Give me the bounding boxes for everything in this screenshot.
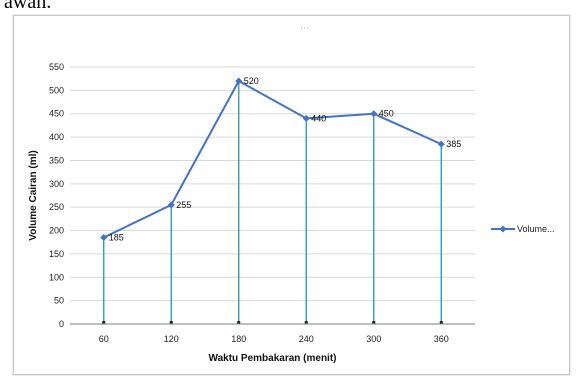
y-tick-label-550: 550 [49,62,64,72]
y-tick-label-300: 300 [49,179,64,189]
y-tick-label-200: 200 [49,226,64,236]
y-tick-label-50: 50 [54,296,64,306]
y-tick-label-0: 0 [59,319,64,329]
grid-lines [70,66,475,302]
data-point-360 [437,140,445,148]
legend-entry: Volume... [517,224,555,234]
data-labels: 185 255 520 440 450 385 [109,76,462,243]
x-axis-title: Waktu Pembakaran (menit) [209,353,337,364]
drop-foot-60 [102,321,106,324]
drop-foot-300 [372,321,376,324]
x-tick-label-240: 240 [299,334,314,344]
x-tick-label-360: 360 [434,334,449,344]
data-point-300 [370,110,378,118]
x-tick-label-120: 120 [164,334,179,344]
y-tick-label-250: 250 [49,202,64,212]
series-points [100,77,445,242]
top-text-fragment: awah. [4,0,52,13]
data-label-60: 185 [109,233,124,243]
y-tick-label-450: 450 [49,109,64,119]
data-point-240 [302,114,310,122]
series-line [103,79,442,239]
data-label-300: 450 [379,109,394,119]
y-tick-label-400: 400 [49,132,64,142]
y-tick-labels: 0 50 100 150 200 250 300 350 400 450 500 550 [49,62,64,329]
legend: Volume... [491,224,555,234]
data-point-60 [100,234,108,242]
chart-frame: ⋯ [13,15,570,375]
drop-lines [102,81,443,324]
data-label-180: 520 [244,76,259,86]
data-label-360: 385 [446,139,461,149]
x-tick-label-300: 300 [366,334,381,344]
drop-foot-180 [237,321,241,324]
data-point-120 [167,201,175,209]
data-label-120: 255 [176,200,191,210]
legend-marker-icon [499,225,507,233]
drop-foot-240 [304,321,308,324]
x-tick-labels: 60 120 180 240 300 360 [99,334,449,344]
data-label-240: 440 [311,113,326,123]
y-tick-label-350: 350 [49,155,64,165]
y-tick-label-150: 150 [49,249,64,259]
y-tick-label-100: 100 [49,272,64,282]
drop-foot-120 [169,321,173,324]
data-point-180 [235,77,243,85]
drag-handle-icon[interactable]: ⋯ [300,23,310,33]
drop-foot-360 [439,321,443,324]
y-tick-label-500: 500 [49,85,64,95]
x-tick-label-180: 180 [231,334,246,344]
x-tick-label-60: 60 [99,334,109,344]
y-axis-title: Volume Cairan (ml) [28,150,39,240]
